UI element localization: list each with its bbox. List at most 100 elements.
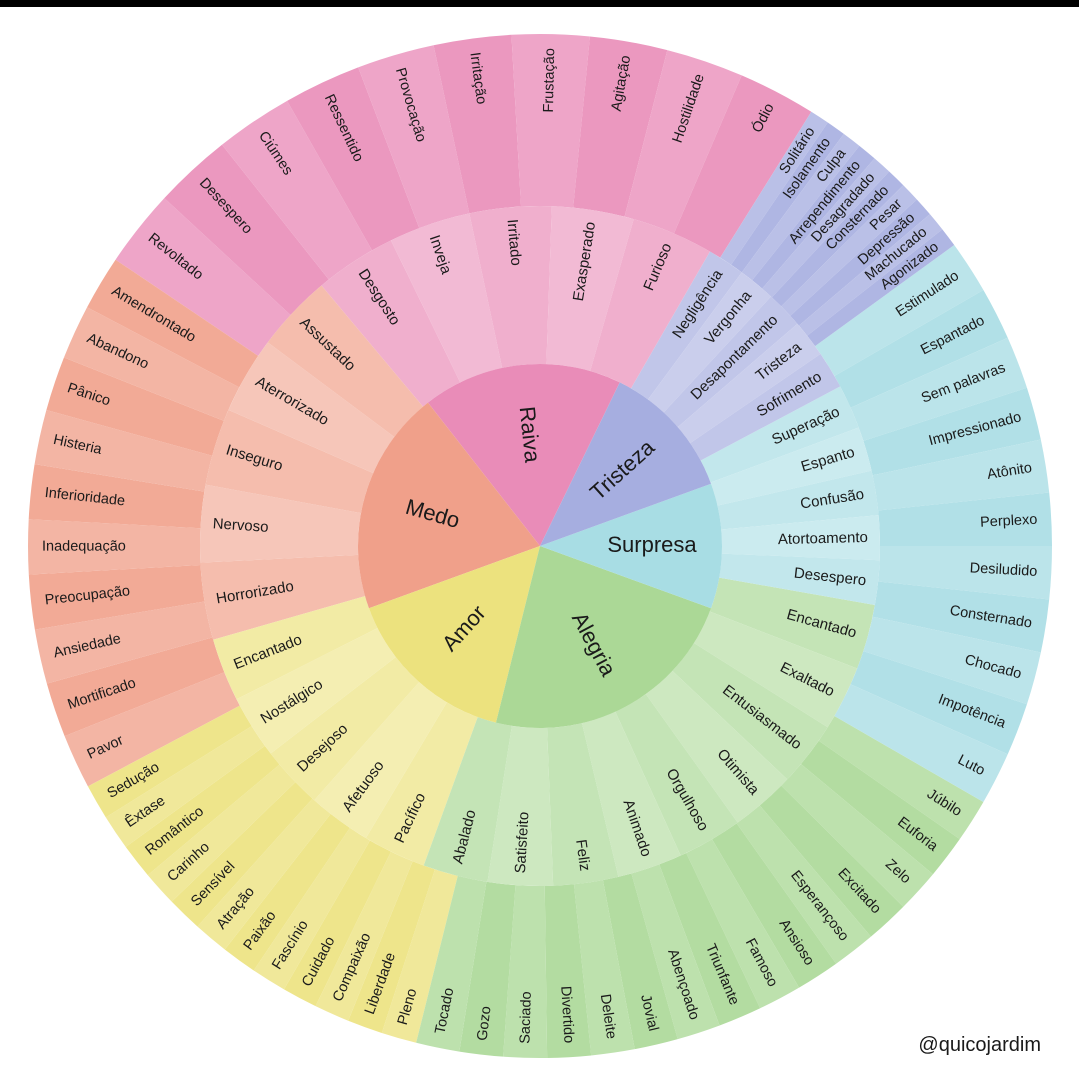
outer-segment-medo-2 (34, 601, 213, 684)
middle-segment-alegria-1 (693, 611, 858, 728)
outer-segment-tristeza-3 (752, 145, 875, 289)
middle-segment-raiva-3 (546, 206, 634, 372)
core-segment-raiva (427, 364, 620, 546)
middle-label-satisfeito: Satisfeito (512, 811, 533, 874)
outer-segment-alegria-13 (459, 881, 516, 1057)
middle-segment-amor-3 (236, 628, 396, 754)
middle-segment-medo-0 (200, 554, 366, 640)
outer-segment-raiva-9 (673, 75, 812, 258)
outer-segment-surpresa-0 (815, 245, 984, 376)
outer-segment-amor-11 (87, 705, 252, 818)
outer-segment-alegria-1 (800, 740, 960, 875)
middle-segment-alegria-4 (615, 694, 738, 856)
middle-segment-raiva-2 (469, 206, 552, 368)
outer-segment-amor-2 (315, 851, 413, 1021)
middle-segment-tristeza-3 (677, 323, 821, 444)
outer-segment-raiva-7 (573, 36, 668, 217)
outer-segment-alegria-2 (781, 763, 933, 907)
outer-segment-medo-3 (28, 564, 205, 630)
outer-label-saciado: Saciado (517, 991, 535, 1044)
outer-segment-alegria-7 (659, 852, 761, 1026)
middle-segment-alegria-5 (581, 711, 681, 877)
middle-segment-tristeza-0 (631, 251, 742, 400)
outer-segment-medo-7 (46, 357, 224, 456)
middle-segment-alegria-6 (547, 723, 619, 886)
outer-segment-tristeza-5 (771, 171, 904, 307)
middle-segment-raiva-0 (321, 240, 461, 407)
outer-segment-raiva-8 (624, 50, 742, 234)
outer-segment-tristeza-4 (762, 158, 890, 298)
outer-segment-alegria-3 (759, 785, 904, 937)
outer-segment-alegria-14 (416, 875, 487, 1052)
outer-segment-surpresa-6 (878, 546, 1052, 600)
middle-segment-amor-0 (365, 702, 478, 866)
outer-segment-alegria-10 (573, 880, 635, 1056)
middle-segment-surpresa-0 (700, 386, 859, 483)
middle-label-feliz: Feliz (572, 838, 593, 872)
middle-label-irritado: Irritado (503, 218, 524, 266)
middle-segment-amor-2 (270, 657, 420, 801)
middle-segment-alegria-2 (672, 643, 828, 780)
outer-segment-tristeza-0 (720, 111, 828, 265)
outer-label-atonito: Atônito (986, 460, 1033, 483)
middle-segment-raiva-1 (390, 213, 503, 383)
outer-segment-alegria-12 (503, 885, 548, 1058)
outer-segment-alegria-6 (686, 839, 800, 1009)
outer-segment-tristeza-6 (781, 185, 917, 316)
outer-label-inadequacao: Inadequação (42, 539, 126, 555)
outer-segment-surpresa-7 (872, 581, 1050, 653)
middle-segment-tristeza-1 (648, 272, 772, 413)
outer-label-frustacao: Frustação (541, 48, 558, 113)
outer-segment-raiva-2 (221, 100, 373, 280)
outer-segment-amor-8 (147, 764, 296, 902)
core-segment-tristeza (540, 382, 712, 546)
outer-segment-tristeza-8 (798, 214, 943, 336)
outer-segment-surpresa-10 (834, 684, 1008, 802)
outer-segment-amor-4 (253, 827, 370, 990)
middle-segment-amor-1 (314, 682, 447, 839)
outer-segment-amor-0 (381, 869, 458, 1043)
top-border (0, 0, 1079, 7)
outer-segment-surpresa-5 (878, 492, 1052, 546)
outer-segment-medo-4 (27, 519, 201, 575)
middle-segment-surpresa-3 (721, 515, 881, 561)
outer-label-deleite: Deleite (597, 993, 619, 1040)
core-label-raiva: Raiva (515, 405, 546, 464)
outer-segment-tristeza-9 (807, 229, 955, 347)
outer-label-gozo: Gozo (475, 1005, 495, 1041)
outer-segment-medo-1 (46, 637, 225, 737)
outer-segment-medo-9 (87, 259, 259, 388)
outer-segment-medo-6 (34, 410, 213, 492)
outer-segment-amor-3 (284, 840, 391, 1007)
outer-segment-surpresa-2 (850, 337, 1027, 441)
outer-segment-raiva-3 (287, 67, 420, 251)
middle-label-atortoamento: Atortoamento (778, 529, 868, 548)
outer-label-desiludido: Desiludido (969, 560, 1037, 580)
core-segment-alegria (495, 546, 712, 728)
outer-segment-amor-6 (197, 798, 331, 950)
outer-segment-alegria-0 (818, 716, 984, 840)
outer-segment-medo-0 (64, 672, 240, 787)
outer-segment-alegria-8 (631, 864, 720, 1040)
outer-segment-surpresa-4 (872, 439, 1050, 511)
middle-segment-amor-4 (213, 596, 378, 700)
middle-segment-surpresa-2 (717, 470, 879, 530)
outer-segment-tristeza-1 (731, 122, 844, 273)
outer-segment-alegria-11 (544, 884, 592, 1058)
middle-segment-tristeza-2 (663, 296, 798, 428)
outer-segment-surpresa-3 (863, 387, 1041, 476)
outer-segment-amor-1 (348, 861, 435, 1033)
author-credit: @quicojardim (918, 1034, 1041, 1056)
outer-segment-amor-5 (224, 813, 350, 971)
outer-label-irritacao: Irritação (466, 51, 489, 105)
middle-segment-alegria-7 (487, 725, 554, 886)
outer-segment-raiva-5 (433, 34, 522, 214)
outer-segment-amor-10 (105, 726, 265, 847)
middle-segment-alegria-0 (709, 577, 875, 669)
middle-segment-surpresa-4 (719, 553, 880, 606)
middle-segment-medo-3 (228, 342, 395, 474)
outer-label-divertido: Divertido (557, 986, 576, 1044)
outer-segment-medo-8 (63, 307, 240, 421)
